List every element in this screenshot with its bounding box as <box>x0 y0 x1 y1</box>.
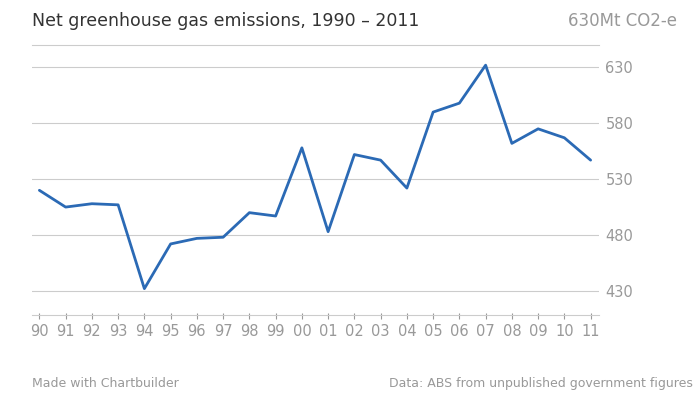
Text: Made with Chartbuilder: Made with Chartbuilder <box>32 377 178 390</box>
Text: 630Mt CO2-e: 630Mt CO2-e <box>568 12 678 30</box>
Text: Net greenhouse gas emissions, 1990 – 2011: Net greenhouse gas emissions, 1990 – 201… <box>32 12 419 30</box>
Text: Data: ABS from unpublished government figures: Data: ABS from unpublished government fi… <box>389 377 693 390</box>
